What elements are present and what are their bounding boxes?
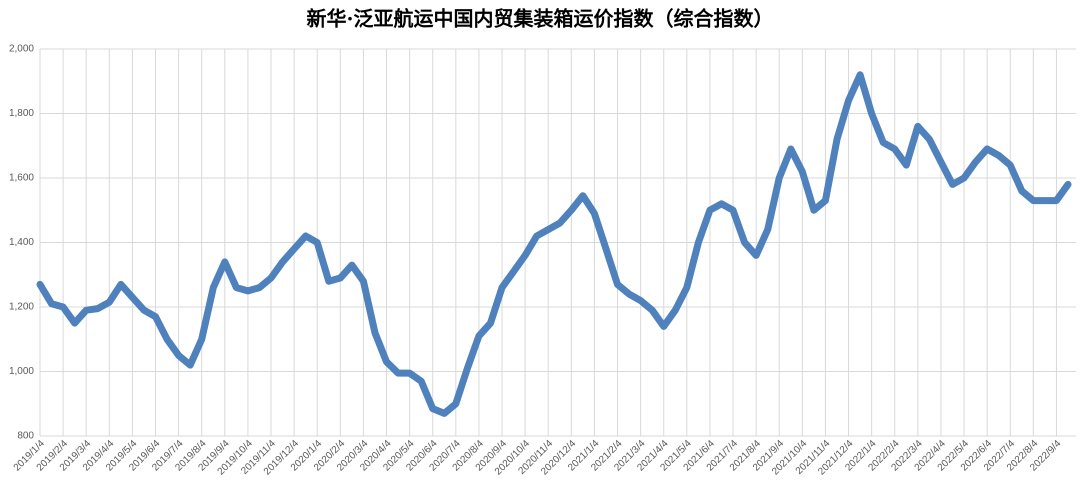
data-line (36, 71, 1072, 417)
y-tick-label: 1,200 (9, 302, 34, 313)
y-tick-label: 1,600 (9, 173, 34, 184)
y-tick-label: 1,400 (9, 237, 34, 248)
y-tick-label: 1,800 (9, 108, 34, 119)
y-tick-label: 1,000 (9, 366, 34, 377)
y-tick-label: 2,000 (9, 44, 34, 55)
y-tick-label: 800 (17, 431, 34, 442)
chart-title: 新华·泛亚航运中国内贸集装箱运价指数（综合指数） (307, 7, 774, 31)
